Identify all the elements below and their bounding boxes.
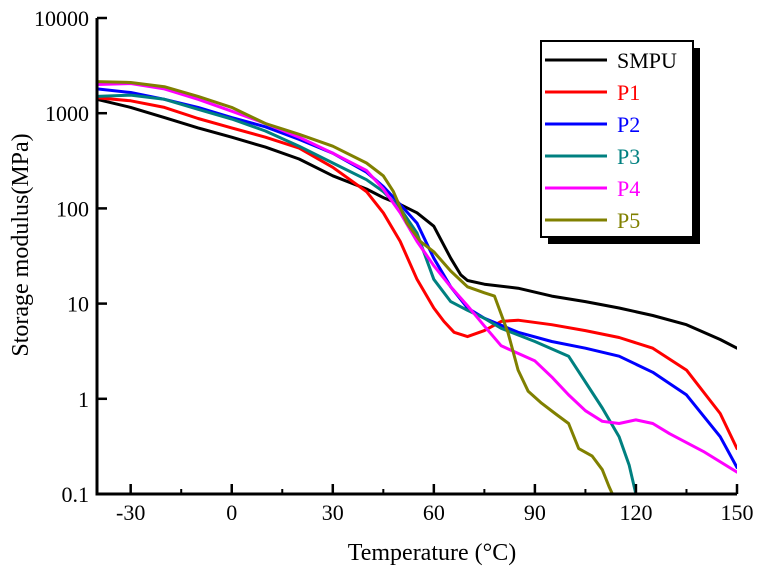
x-axis-title: Temperature (°C) <box>348 540 517 566</box>
y-tick-label: 1 <box>78 387 89 412</box>
series-line-p5 <box>97 80 614 494</box>
x-tick-label: 150 <box>721 500 754 525</box>
legend: SMPU P1 P2 P3 P4 P5 <box>540 40 700 244</box>
y-axis-title: Storage modulus(MPa) <box>8 133 34 356</box>
y-tick-label: 10 <box>67 292 89 317</box>
x-tick-label: 30 <box>322 500 344 525</box>
legend-label-p4: P4 <box>617 176 640 201</box>
y-tick-label: 0.1 <box>62 482 90 507</box>
x-tick-label: 60 <box>423 500 445 525</box>
legend-label-p3: P3 <box>617 144 640 169</box>
legend-label-p2: P2 <box>617 112 640 137</box>
y-tick-label: 1000 <box>45 101 89 126</box>
y-tick-label: 100 <box>56 196 89 221</box>
axes: -30 0 30 60 90 120 150 0.1 1 10 100 1000 10000 <box>34 6 754 525</box>
y-tick-label: 10000 <box>34 6 89 31</box>
x-tick-label: 0 <box>226 500 237 525</box>
legend-box <box>540 40 694 238</box>
legend-label-p5: P5 <box>617 208 640 233</box>
series-line-smpu <box>97 97 737 350</box>
series-line-p1 <box>97 96 737 451</box>
series-line-p3 <box>97 93 638 494</box>
legend-label-p1: P1 <box>617 80 640 105</box>
x-tick-label: 120 <box>619 500 652 525</box>
plot-area <box>97 80 737 494</box>
x-tick-label: 90 <box>524 500 546 525</box>
legend-label-smpu: SMPU <box>617 48 677 73</box>
x-tick-label: -30 <box>116 500 145 525</box>
